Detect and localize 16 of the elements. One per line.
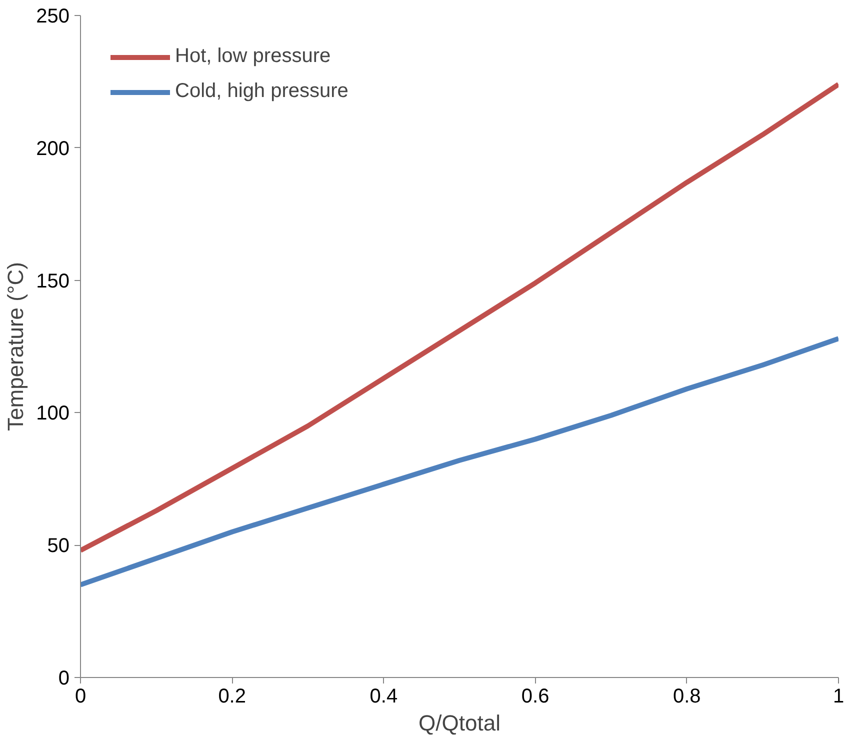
x-axis-title: Q/Qtotal xyxy=(418,710,500,736)
y-tick-label: 150 xyxy=(36,270,70,292)
y-tick-label: 200 xyxy=(36,138,70,160)
y-tick-label: 100 xyxy=(36,402,70,425)
x-tick-label: 1 xyxy=(832,686,844,708)
x-tick-label: 0.8 xyxy=(673,686,701,708)
x-tick-label: 0.4 xyxy=(370,686,398,708)
x-tick-label: 0.2 xyxy=(218,686,246,708)
x-tick-label: 0 xyxy=(74,686,86,708)
legend-label: Cold, high pressure xyxy=(175,80,348,103)
y-axis-title: Temperature (°C) xyxy=(3,262,28,431)
y-tick-label: 0 xyxy=(58,668,70,690)
legend-label: Hot, low pressure xyxy=(175,45,331,68)
y-tick-label: 50 xyxy=(47,535,70,558)
x-tick-label: 0.6 xyxy=(521,686,550,708)
y-tick-label: 250 xyxy=(36,6,70,28)
